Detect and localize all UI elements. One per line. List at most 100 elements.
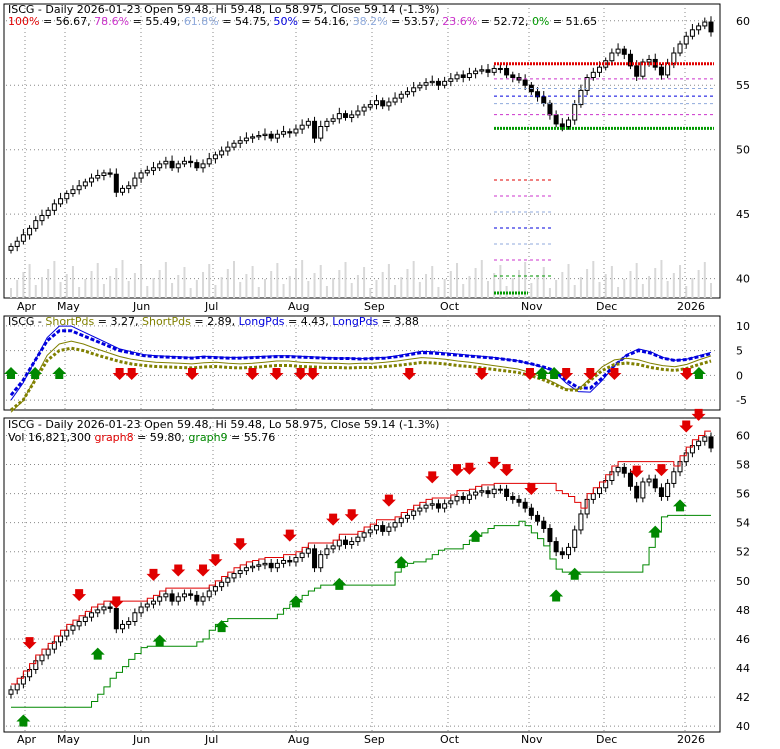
signal-candle [578,513,584,531]
volume-bar [654,268,657,298]
signal-candle [528,507,534,516]
volume-bar [524,262,527,298]
price-candle [491,67,497,73]
volume-bar [146,286,149,298]
signal-down-arrow [282,529,297,542]
price-candle [206,158,212,165]
volume-bar [245,274,248,298]
price-candle [188,160,194,164]
signal-y-tick: 50 [736,575,750,588]
signal-candle [175,596,181,602]
price-candle [590,71,596,78]
volume-bar [363,267,366,298]
price-candle [225,146,231,152]
signal-y-tick: 46 [736,633,750,646]
signal-candle [646,478,652,483]
volume-bar [263,279,266,298]
volume-bar [171,283,174,298]
signal-candle [522,501,528,509]
signal-candle [411,510,417,516]
signal-down-arrow [691,408,706,421]
signal-up-arrow [332,577,347,590]
signal-candle [231,573,237,579]
fib-236-label: 23.6% [442,15,480,28]
signal-candle [312,548,318,569]
price-candle [566,119,572,128]
volume-bar [443,279,446,298]
indicator-y-tick: 0 [736,369,743,382]
volume-bar [375,280,378,298]
volume-bar [641,284,644,298]
signal-candle [590,493,596,500]
price-candle [448,78,454,82]
price-candle [120,187,126,193]
volume-bar [617,287,620,298]
volume-bar [586,269,589,298]
fib-382-label: 38.2% [353,15,391,28]
graph8-line [11,430,711,685]
signal-panel-frame [3,417,721,733]
price-candle [584,77,590,91]
volume-bar [400,277,403,298]
ind-short1-value: = 3.27, [98,315,142,328]
signal-down-arrow [72,589,87,602]
x-tick-label-bottom: Apr [17,733,37,745]
price-candle [89,177,95,183]
signal-y-tick: 42 [736,691,750,704]
volume-bar [623,279,626,298]
price-candle [454,74,460,80]
signal-candle [640,481,646,499]
signal-candle [58,635,64,643]
signal-up-arrow [152,634,167,647]
signal-candle [243,567,249,572]
signal-up-arrow [673,499,688,512]
signal-legend: Vol 16,821,300 graph8 = 59.80, graph9 = … [8,431,275,444]
x-tick-label-top: May [57,300,80,313]
signal-down-arrow [425,471,440,484]
indicator-down-arrow [583,368,598,380]
volume-bar [431,266,434,298]
signal-candle [324,548,330,556]
volume-bar [511,278,514,298]
indicator-panel-frame [3,315,721,411]
volume-bar [499,265,502,298]
price-candle [237,140,243,144]
indicator-down-arrow [522,368,537,380]
volume-bar [592,261,595,298]
x-tick-label-bottom: Nov [521,733,543,745]
indicator-up-arrow [52,367,67,379]
signal-candle [237,570,243,575]
price-candle [609,52,615,62]
volume-bar [530,283,533,298]
axis-labels: Apr Apr May May Jun Jun Jul Jul Aug Aug Sep Sep Oct O… [17,15,750,746]
volume-bar [177,275,180,298]
indicator-up-arrow [691,367,706,379]
signal-down-arrow [196,564,211,577]
volume-bar [301,260,304,298]
signal-down-arrow [629,465,644,478]
price-candle [51,203,57,211]
indicator-down-arrow [112,368,127,380]
price-candle [596,66,602,73]
price-candle [355,110,361,116]
signal-up-arrow [288,595,303,608]
volume-bar [109,276,112,298]
volume-bar [78,287,81,298]
price-candle [522,79,528,86]
signal-candle [349,541,355,545]
volume-bar [10,288,12,298]
signal-candle [658,487,664,497]
volume-bar [486,281,489,298]
volume-bar [629,271,632,298]
volume-bar [679,265,682,298]
volume-bar [282,284,285,298]
volume-bar [648,276,651,298]
price-candle [256,135,262,138]
fib-0-value: = 51.65 [553,15,597,28]
signal-title: ISCG - Daily 2026-01-23 Open 59.48, Hi 5… [8,418,439,431]
signal-candle [572,529,578,548]
fibonacci-levels [494,62,714,295]
volume-bar [28,264,31,298]
signal-candle [256,564,262,567]
